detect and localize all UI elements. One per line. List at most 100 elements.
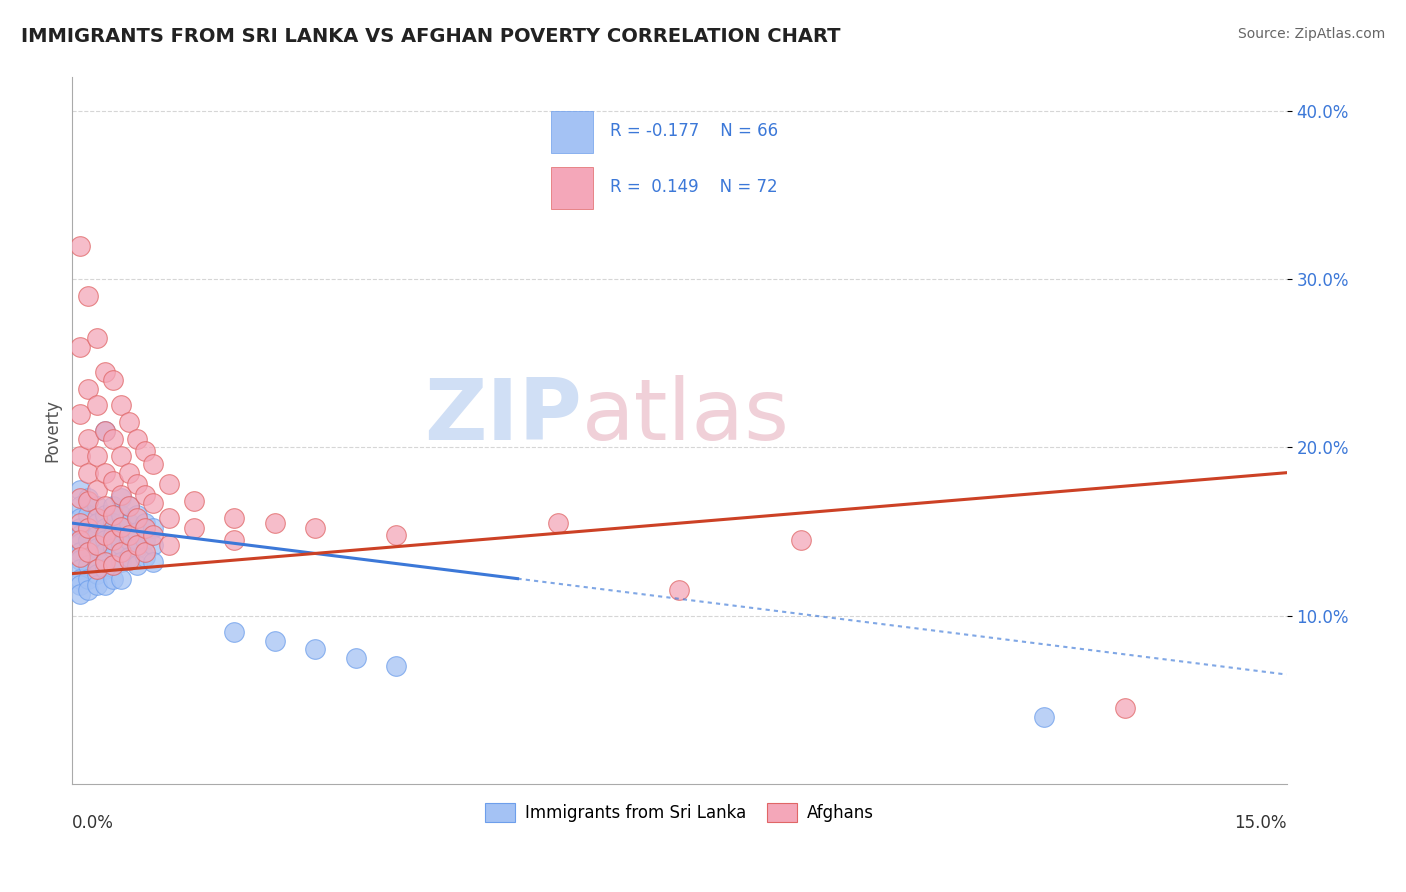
Point (86, 541, 108, 556)
Point (125, 541, 148, 556)
Point (110, 538, 132, 552)
Point (69, 578, 91, 592)
Point (93, 528, 115, 542)
Point (385, 528, 408, 542)
Point (157, 511, 180, 525)
Point (86, 449, 108, 463)
Point (125, 538, 148, 552)
Point (101, 508, 124, 522)
Point (69, 528, 91, 542)
Point (77, 289, 100, 303)
Point (142, 496, 165, 510)
Point (77, 432, 100, 446)
Point (86, 500, 108, 514)
Point (86, 483, 108, 497)
Point (93, 424, 115, 438)
Point (69, 572, 91, 586)
Point (110, 521, 132, 535)
Text: ZIP: ZIP (425, 375, 582, 458)
Point (86, 516, 108, 530)
Point (101, 516, 124, 530)
Point (101, 558, 124, 573)
Point (134, 443, 156, 458)
Point (110, 398, 132, 412)
Point (77, 545, 100, 559)
Point (134, 545, 156, 559)
Point (110, 519, 132, 533)
Point (69, 407, 91, 421)
Point (101, 533, 124, 547)
Point (101, 500, 124, 514)
Text: Source: ZipAtlas.com: Source: ZipAtlas.com (1237, 27, 1385, 41)
Text: atlas: atlas (582, 375, 790, 458)
Point (142, 457, 165, 471)
Point (77, 466, 100, 480)
Point (118, 528, 141, 542)
Point (69, 340, 91, 354)
Point (86, 555, 108, 569)
Point (134, 533, 156, 547)
Point (93, 555, 115, 569)
Point (110, 487, 132, 501)
Point (125, 432, 148, 446)
Point (86, 538, 108, 552)
Point (101, 528, 124, 542)
Point (224, 625, 246, 640)
Point (101, 432, 124, 446)
Text: IMMIGRANTS FROM SRI LANKA VS AFGHAN POVERTY CORRELATION CHART: IMMIGRANTS FROM SRI LANKA VS AFGHAN POVE… (21, 27, 841, 45)
Legend: Immigrants from Sri Lanka, Afghans: Immigrants from Sri Lanka, Afghans (478, 796, 880, 829)
Point (142, 538, 165, 552)
Point (77, 382, 100, 396)
Point (344, 650, 367, 665)
Point (110, 555, 132, 569)
Point (69, 587, 91, 601)
Point (93, 500, 115, 514)
Point (304, 521, 326, 535)
Point (224, 511, 246, 525)
Point (118, 533, 141, 547)
Point (118, 516, 141, 530)
Point (69, 491, 91, 505)
Point (183, 494, 205, 508)
Point (110, 449, 132, 463)
Point (790, 533, 813, 547)
Point (77, 491, 100, 505)
Point (101, 474, 124, 488)
Point (69, 545, 91, 559)
Point (1032, 709, 1054, 723)
Point (157, 538, 180, 552)
Point (86, 528, 108, 542)
Point (263, 633, 285, 648)
Point (118, 466, 141, 480)
Point (125, 558, 148, 573)
Point (77, 521, 100, 535)
Point (86, 578, 108, 592)
Point (69, 536, 91, 550)
Point (77, 572, 100, 586)
Point (157, 477, 180, 491)
Point (101, 558, 124, 573)
Point (69, 549, 91, 564)
Point (118, 500, 141, 514)
Point (77, 558, 100, 573)
Point (77, 545, 100, 559)
Point (134, 487, 156, 501)
Point (93, 365, 115, 379)
Text: 0.0%: 0.0% (72, 814, 114, 832)
Point (69, 521, 91, 535)
Point (125, 524, 148, 539)
Point (304, 642, 326, 657)
Y-axis label: Poverty: Poverty (44, 399, 60, 462)
Point (183, 521, 205, 535)
Point (263, 516, 285, 530)
Point (69, 483, 91, 497)
Point (86, 561, 108, 575)
Point (134, 521, 156, 535)
Point (118, 500, 141, 514)
Point (86, 398, 108, 412)
Point (101, 373, 124, 387)
Point (125, 477, 148, 491)
Point (110, 545, 132, 559)
Point (93, 508, 115, 522)
Point (86, 331, 108, 345)
